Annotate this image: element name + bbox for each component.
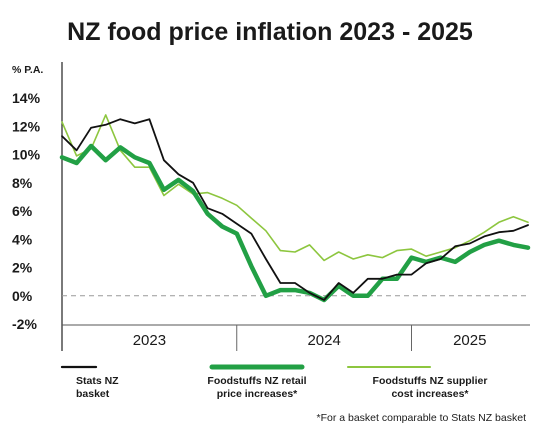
- legend-label-line2: cost increases*: [391, 388, 469, 400]
- legend-label-line2: price increases*: [217, 388, 298, 400]
- legend-label-line1: Foodstuffs NZ supplier: [373, 375, 488, 387]
- plot-area: [61, 62, 530, 351]
- legend-label-line1: Foodstuffs NZ retail: [207, 375, 306, 387]
- x-tick-label: 2025: [453, 332, 486, 349]
- x-tick-label: 2024: [307, 332, 340, 349]
- y-tick-label: 2%: [12, 260, 33, 276]
- chart-title: NZ food price inflation 2023 - 2025: [67, 18, 473, 46]
- y-tick-label: 12%: [12, 118, 41, 134]
- y-tick-label: 14%: [12, 90, 41, 106]
- footnote: *For a basket comparable to Stats NZ bas…: [316, 412, 526, 424]
- y-axis-label: % P.A.: [12, 64, 43, 76]
- legend-label-line1: Stats NZ: [76, 375, 119, 387]
- y-tick-label: 10%: [12, 147, 41, 163]
- y-tick-label: 8%: [12, 175, 33, 191]
- legend-label-line2: basket: [76, 388, 110, 400]
- y-tick-labels: 14% 12% 10% 8% 6% 4% 2% 0% -2%: [12, 90, 41, 332]
- y-tick-label: -2%: [12, 316, 37, 332]
- x-axis: 2023 2024 2025: [133, 325, 486, 351]
- x-tick-label: 2023: [133, 332, 166, 349]
- y-tick-label: 0%: [12, 288, 33, 304]
- y-tick-label: 6%: [12, 203, 33, 219]
- y-tick-label: 4%: [12, 231, 33, 247]
- series-line: [59, 143, 531, 303]
- series-lines: [59, 114, 531, 303]
- series-line: [61, 118, 529, 301]
- series-line: [61, 114, 529, 262]
